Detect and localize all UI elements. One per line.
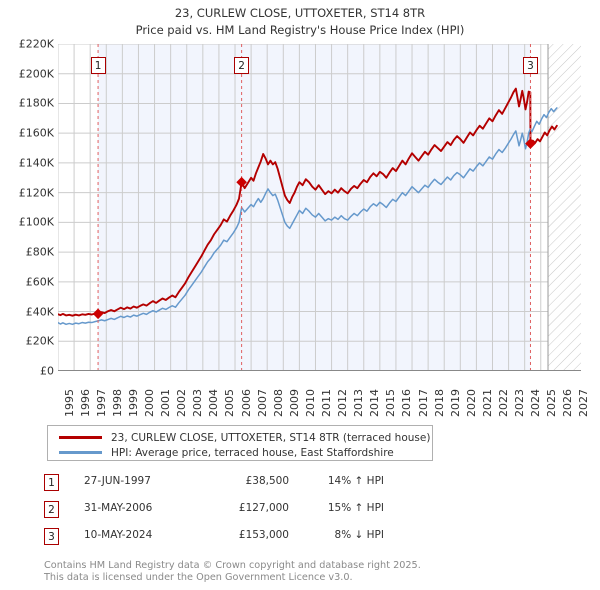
x-axis-tick-label: 2010 xyxy=(303,389,317,417)
row-date: 10-MAY-2024 xyxy=(84,529,153,541)
y-axis-tick-label: £0 xyxy=(40,364,54,378)
x-axis-tick-label: 2021 xyxy=(480,389,494,417)
row-price: £127,000 xyxy=(238,502,289,514)
x-axis-tick-label: 2017 xyxy=(416,389,430,417)
x-axis-tick-label: 2014 xyxy=(368,389,382,417)
row-price: £153,000 xyxy=(238,529,289,541)
y-axis-tick-label: £200K xyxy=(18,67,54,81)
x-axis-tick-label: 2026 xyxy=(561,389,575,417)
x-axis-tick-label: 1996 xyxy=(78,389,92,417)
x-axis-tick-label: 2015 xyxy=(384,389,398,417)
y-axis-tick-label: £180K xyxy=(18,96,54,110)
x-axis-tick-label: 2020 xyxy=(464,389,478,417)
x-axis-tick-label: 2018 xyxy=(432,389,446,417)
legend-item: 23, CURLEW CLOSE, UTTOXETER, ST14 8TR (t… xyxy=(48,430,432,445)
x-axis-tick-label: 2022 xyxy=(496,389,510,417)
x-axis-tick-label: 2000 xyxy=(142,389,156,417)
y-axis-tick-label: £80K xyxy=(25,245,54,259)
chart-marker-badge: 2 xyxy=(234,56,250,74)
table-row: 2 31-MAY-2006 £127,000 15% ↑ HPI xyxy=(44,499,464,526)
x-axis-tick-label: 2003 xyxy=(191,389,205,417)
x-axis-tick-label: 2023 xyxy=(513,389,527,417)
legend-label-hpi: HPI: Average price, terraced house, East… xyxy=(111,446,394,459)
footer-attribution: Contains HM Land Registry data © Crown c… xyxy=(44,560,564,583)
x-axis-tick-label: 2005 xyxy=(223,389,237,417)
x-axis-tick-label: 2011 xyxy=(319,389,333,417)
y-axis-tick-label: £60K xyxy=(25,275,54,289)
legend-item: HPI: Average price, terraced house, East… xyxy=(48,445,432,460)
x-axis-tick-label: 2016 xyxy=(400,389,414,417)
y-axis-tick-label: £100K xyxy=(18,215,54,229)
row-marker-number: 3 xyxy=(44,528,59,545)
transactions-table: 1 27-JUN-1997 £38,500 14% ↑ HPI 2 31-MAY… xyxy=(44,472,464,553)
chart-title-block: 23, CURLEW CLOSE, UTTOXETER, ST14 8TR Pr… xyxy=(0,0,600,39)
x-axis-tick-label: 2025 xyxy=(545,389,559,417)
row-hpi-delta: 15% ↑ HPI xyxy=(327,502,384,514)
y-axis-tick-label: £160K xyxy=(18,126,54,140)
y-axis-tick-label: £20K xyxy=(25,334,54,348)
x-axis-tick-label: 2007 xyxy=(255,389,269,417)
x-axis-tick-label: 2001 xyxy=(159,389,173,417)
x-axis-tick-label: 2002 xyxy=(175,389,189,417)
y-axis-tick-label: £220K xyxy=(18,37,54,51)
row-date: 31-MAY-2006 xyxy=(84,502,153,514)
row-hpi-delta: 8% ↓ HPI xyxy=(334,529,384,541)
row-marker-number: 2 xyxy=(44,501,59,518)
chart-legend: 23, CURLEW CLOSE, UTTOXETER, ST14 8TR (t… xyxy=(47,425,433,461)
x-axis-tick-label: 2012 xyxy=(336,389,350,417)
table-row: 1 27-JUN-1997 £38,500 14% ↑ HPI xyxy=(44,472,464,499)
x-axis-tick-label: 2027 xyxy=(577,389,591,417)
chart-marker-badge: 1 xyxy=(90,56,106,74)
x-axis-tick-label: 1998 xyxy=(110,389,124,417)
footer-line-2: This data is licensed under the Open Gov… xyxy=(44,571,353,583)
legend-swatch-hpi xyxy=(59,451,102,454)
y-axis-tick-label: £40K xyxy=(25,305,54,319)
x-axis-tick-label: 2019 xyxy=(448,389,462,417)
legend-swatch-price-paid xyxy=(59,436,102,439)
chart-container: £0 £20K £40K £60K £80K £100K £120K £140K £160K £1… xyxy=(0,38,600,418)
chart-marker-badge: 3 xyxy=(522,56,538,74)
page-title: 23, CURLEW CLOSE, UTTOXETER, ST14 8TR xyxy=(174,6,426,20)
row-price: £38,500 xyxy=(245,475,289,487)
legend-label-price-paid: 23, CURLEW CLOSE, UTTOXETER, ST14 8TR (t… xyxy=(111,431,431,444)
page-subtitle: Price paid vs. HM Land Registry's House … xyxy=(135,23,465,37)
y-axis-tick-label: £120K xyxy=(18,186,54,200)
y-axis-tick-label: £140K xyxy=(18,156,54,170)
x-axis-tick-label: 2009 xyxy=(287,389,301,417)
x-axis-tick-label: 2024 xyxy=(529,389,543,417)
x-axis-tick-label: 1995 xyxy=(62,389,76,417)
row-date: 27-JUN-1997 xyxy=(84,475,151,487)
x-axis-tick-label: 1999 xyxy=(126,389,140,417)
x-axis-tick-label: 2004 xyxy=(207,389,221,417)
x-axis-tick-label: 2013 xyxy=(352,389,366,417)
chart-svg xyxy=(58,44,581,371)
x-axis-tick-label: 2006 xyxy=(239,389,253,417)
y-axis-labels: £0 £20K £40K £60K £80K £100K £120K £140K £160K £1… xyxy=(0,38,54,378)
x-axis-tick-label: 1997 xyxy=(94,389,108,417)
row-marker-number: 1 xyxy=(44,474,59,491)
footer-line-1: Contains HM Land Registry data © Crown c… xyxy=(44,560,421,571)
table-row: 3 10-MAY-2024 £153,000 8% ↓ HPI xyxy=(44,526,464,553)
row-hpi-delta: 14% ↑ HPI xyxy=(327,475,384,487)
x-axis-tick-label: 2008 xyxy=(271,389,285,417)
plot-area: 1 2 3 xyxy=(58,44,581,371)
